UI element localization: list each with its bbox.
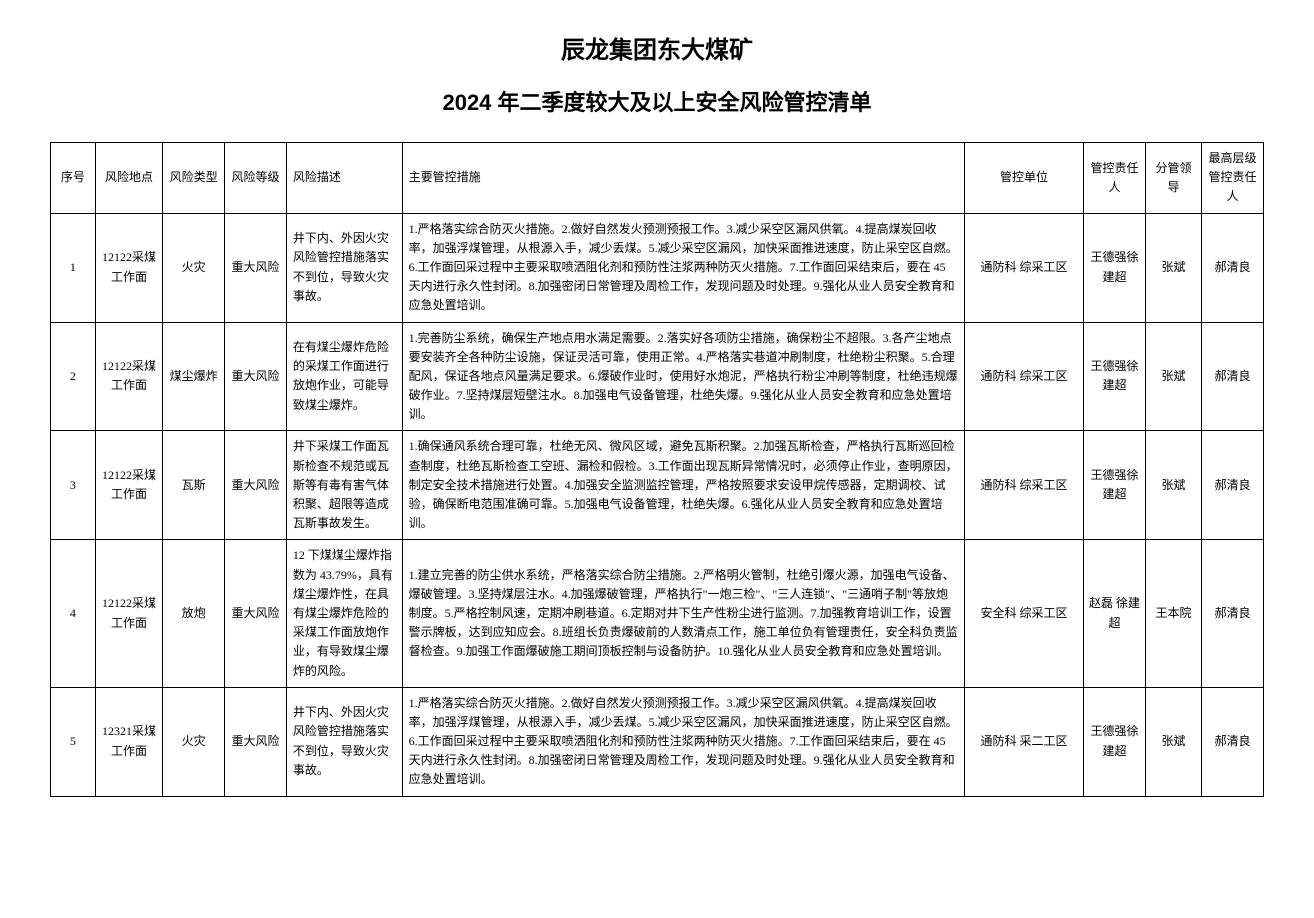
cell-person: 王德强徐建超 — [1084, 687, 1146, 796]
header-type: 风险类型 — [163, 143, 225, 214]
table-row: 1 12122采煤工作面 火灾 重大风险 井下内、外因火灾风险管控措施落实不到位… — [51, 213, 1264, 322]
cell-top: 郝清良 — [1202, 431, 1264, 540]
cell-person: 王德强徐建超 — [1084, 322, 1146, 431]
cell-seq: 3 — [51, 431, 96, 540]
cell-unit: 通防科 综采工区 — [964, 431, 1083, 540]
cell-desc: 井下采煤工作面瓦斯检查不规范或瓦斯等有毒有害气体积聚、超限等造成瓦斯事故发生。 — [286, 431, 402, 540]
header-top: 最高层级管控责任人 — [1202, 143, 1264, 214]
cell-leader: 王本院 — [1145, 540, 1201, 687]
cell-person: 赵磊 徐建超 — [1084, 540, 1146, 687]
table-row: 2 12122采煤工作面 煤尘爆炸 重大风险 在有煤尘爆炸危险的采煤工作面进行放… — [51, 322, 1264, 431]
cell-top: 郝清良 — [1202, 687, 1264, 796]
header-desc: 风险描述 — [286, 143, 402, 214]
header-unit: 管控单位 — [964, 143, 1083, 214]
page-title: 辰龙集团东大煤矿 — [50, 30, 1264, 65]
cell-unit: 通防科 采二工区 — [964, 687, 1083, 796]
cell-measures: 1.建立完善的防尘供水系统，严格落实综合防尘措施。2.严格明火管制，杜绝引爆火源… — [402, 540, 964, 687]
cell-measures: 1.确保通风系统合理可靠，杜绝无风、微风区域，避免瓦斯积聚。2.加强瓦斯检查，严… — [402, 431, 964, 540]
cell-unit: 通防科 综采工区 — [964, 213, 1083, 322]
cell-unit: 安全科 综采工区 — [964, 540, 1083, 687]
cell-location: 12321采煤工作面 — [95, 687, 163, 796]
page-subtitle: 2024 年二季度较大及以上安全风险管控清单 — [50, 85, 1264, 117]
cell-level: 重大风险 — [225, 322, 287, 431]
header-person: 管控责任人 — [1084, 143, 1146, 214]
cell-top: 郝清良 — [1202, 213, 1264, 322]
cell-desc: 井下内、外因火灾风险管控措施落实不到位，导致火灾事故。 — [286, 213, 402, 322]
cell-type: 煤尘爆炸 — [163, 322, 225, 431]
cell-desc: 12 下煤煤尘爆炸指数为 43.79%，具有煤尘爆炸性，在具有煤尘爆炸危险的采煤… — [286, 540, 402, 687]
cell-type: 火灾 — [163, 213, 225, 322]
table-row: 3 12122采煤工作面 瓦斯 重大风险 井下采煤工作面瓦斯检查不规范或瓦斯等有… — [51, 431, 1264, 540]
header-level: 风险等级 — [225, 143, 287, 214]
cell-level: 重大风险 — [225, 213, 287, 322]
header-measures: 主要管控措施 — [402, 143, 964, 214]
cell-level: 重大风险 — [225, 687, 287, 796]
cell-seq: 1 — [51, 213, 96, 322]
header-location: 风险地点 — [95, 143, 163, 214]
cell-seq: 4 — [51, 540, 96, 687]
cell-leader: 张斌 — [1145, 213, 1201, 322]
cell-desc: 在有煤尘爆炸危险的采煤工作面进行放炮作业，可能导致煤尘爆炸。 — [286, 322, 402, 431]
cell-type: 瓦斯 — [163, 431, 225, 540]
cell-leader: 张斌 — [1145, 687, 1201, 796]
table-header-row: 序号 风险地点 风险类型 风险等级 风险描述 主要管控措施 管控单位 管控责任人… — [51, 143, 1264, 214]
cell-desc: 井下内、外因火灾风险管控措施落实不到位，导致火灾事故。 — [286, 687, 402, 796]
header-leader: 分管领导 — [1145, 143, 1201, 214]
cell-location: 12122采煤工作面 — [95, 213, 163, 322]
header-seq: 序号 — [51, 143, 96, 214]
cell-person: 王德强徐建超 — [1084, 213, 1146, 322]
cell-type: 放炮 — [163, 540, 225, 687]
cell-top: 郝清良 — [1202, 322, 1264, 431]
cell-top: 郝清良 — [1202, 540, 1264, 687]
risk-table: 序号 风险地点 风险类型 风险等级 风险描述 主要管控措施 管控单位 管控责任人… — [50, 142, 1264, 797]
cell-level: 重大风险 — [225, 540, 287, 687]
cell-location: 12122采煤工作面 — [95, 431, 163, 540]
cell-measures: 1.严格落实综合防灭火措施。2.做好自然发火预测预报工作。3.减少采空区漏风供氧… — [402, 687, 964, 796]
cell-seq: 5 — [51, 687, 96, 796]
cell-leader: 张斌 — [1145, 431, 1201, 540]
cell-person: 王德强徐建超 — [1084, 431, 1146, 540]
cell-unit: 通防科 综采工区 — [964, 322, 1083, 431]
table-row: 4 12122采煤工作面 放炮 重大风险 12 下煤煤尘爆炸指数为 43.79%… — [51, 540, 1264, 687]
cell-measures: 1.完善防尘系统，确保生产地点用水满足需要。2.落实好各项防尘措施，确保粉尘不超… — [402, 322, 964, 431]
cell-measures: 1.严格落实综合防灭火措施。2.做好自然发火预测预报工作。3.减少采空区漏风供氧… — [402, 213, 964, 322]
cell-location: 12122采煤工作面 — [95, 322, 163, 431]
cell-leader: 张斌 — [1145, 322, 1201, 431]
cell-seq: 2 — [51, 322, 96, 431]
table-row: 5 12321采煤工作面 火灾 重大风险 井下内、外因火灾风险管控措施落实不到位… — [51, 687, 1264, 796]
cell-type: 火灾 — [163, 687, 225, 796]
cell-location: 12122采煤工作面 — [95, 540, 163, 687]
table-body: 1 12122采煤工作面 火灾 重大风险 井下内、外因火灾风险管控措施落实不到位… — [51, 213, 1264, 796]
cell-level: 重大风险 — [225, 431, 287, 540]
